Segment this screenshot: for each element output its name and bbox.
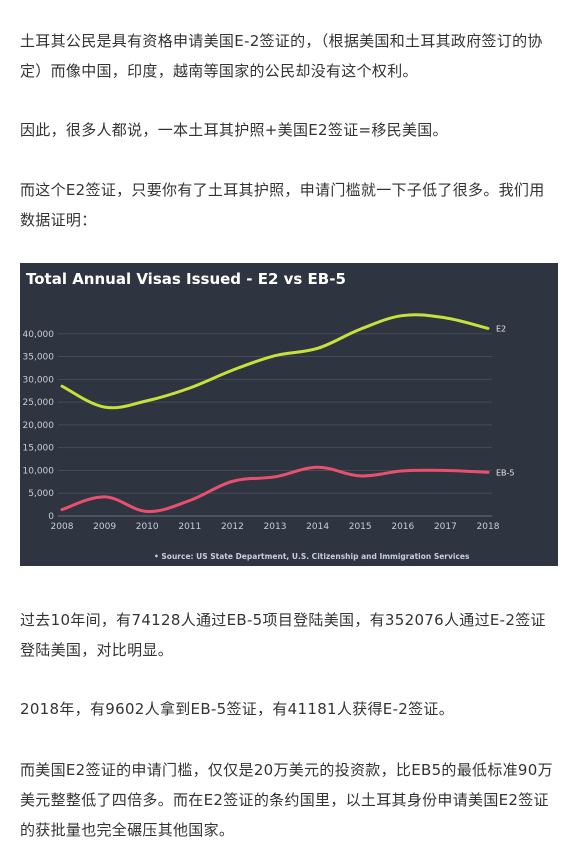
x-tick-label: 2012 — [221, 522, 244, 532]
series-label-e2: E2 — [496, 324, 506, 333]
paragraph-line: 过去10年间，有74128人通过EB-5项目登陆美国，有352076人通过E-2… — [20, 611, 546, 629]
paragraph-line: 因此，很多人都说，一本土耳其护照+美国E2签证=移民美国。 — [20, 121, 448, 139]
y-tick-label: 5,000 — [28, 489, 54, 499]
paragraph-turkish-eligibility: 土耳其公民是具有资格申请美国E-2签证的，（根据美国和土耳其政府签订的协 定）而… — [20, 26, 560, 86]
paragraph-line: 2018年，有9602人拿到EB-5签证，有41181人获得E-2签证。 — [20, 700, 455, 718]
x-tick-label: 2011 — [178, 522, 201, 532]
y-tick-label: 15,000 — [23, 444, 55, 454]
y-tick-label: 40,000 — [23, 330, 55, 340]
paragraph-2018-stats: 2018年，有9602人拿到EB-5签证，有41181人获得E-2签证。 — [20, 694, 560, 724]
x-tick-label: 2016 — [391, 522, 414, 532]
paragraph-ten-year-stats: 过去10年间，有74128人通过EB-5项目登陆美国，有352076人通过E-2… — [20, 605, 560, 665]
chart-source: • Source: US State Department, U.S. Citi… — [154, 552, 470, 561]
y-tick-label: 0 — [48, 512, 54, 522]
paragraph-line: 数据证明： — [20, 211, 97, 229]
y-tick-label: 20,000 — [23, 421, 55, 431]
x-tick-label: 2010 — [136, 522, 159, 532]
paragraph-passport-equation: 因此，很多人都说，一本土耳其护照+美国E2签证=移民美国。 — [20, 115, 560, 145]
x-tick-label: 2014 — [306, 522, 329, 532]
visa-chart-svg: Total Annual Visas Issued - E2 vs EB-5 0… — [23, 270, 515, 561]
paragraph-line: 的获批量也完全碾压其他国家。 — [20, 821, 235, 839]
x-tick-label: 2008 — [51, 522, 74, 532]
paragraph-line: 定）而像中国，印度，越南等国家的公民却没有这个权利。 — [20, 62, 418, 80]
y-tick-label: 10,000 — [23, 466, 55, 476]
y-tick-label: 30,000 — [23, 375, 55, 385]
x-tick-label: 2017 — [434, 522, 457, 532]
x-tick-label: 2013 — [264, 522, 287, 532]
x-tick-label: 2015 — [349, 522, 372, 532]
paragraph-line: 土耳其公民是具有资格申请美国E-2签证的，（根据美国和土耳其政府签订的协 — [20, 32, 543, 50]
paragraph-threshold-intro: 而这个E2签证，只要你有了土耳其护照，申请门槛就一下子低了很多。我们用 数据证明… — [20, 175, 560, 235]
paragraph-line: 而这个E2签证，只要你有了土耳其护照，申请门槛就一下子低了很多。我们用 — [20, 181, 545, 199]
chart-title: Total Annual Visas Issued - E2 vs EB-5 — [26, 270, 346, 288]
x-tick-label: 2009 — [93, 522, 116, 532]
paragraph-line: 登陆美国，对比明显。 — [20, 641, 174, 659]
series-line-eb-5 — [60, 465, 490, 513]
y-tick-label: 35,000 — [23, 353, 55, 363]
x-tick-label: 2018 — [477, 522, 500, 532]
y-tick-label: 25,000 — [23, 398, 55, 408]
series-line-e2 — [60, 313, 490, 410]
paragraph-line: 而美国E2签证的申请门槛，仅仅是20万美元的投资款，比EB5的最低标准90万 — [20, 761, 553, 779]
series-label-eb-5: EB-5 — [496, 468, 515, 477]
paragraph-investment-comparison: 而美国E2签证的申请门槛，仅仅是20万美元的投资款，比EB5的最低标准90万 美… — [20, 755, 560, 845]
visa-chart: Total Annual Visas Issued - E2 vs EB-5 0… — [20, 263, 558, 566]
paragraph-line: 美元整整低了四倍多。而在E2签证的条约国里，以土耳其身份申请美国E2签证 — [20, 791, 549, 809]
